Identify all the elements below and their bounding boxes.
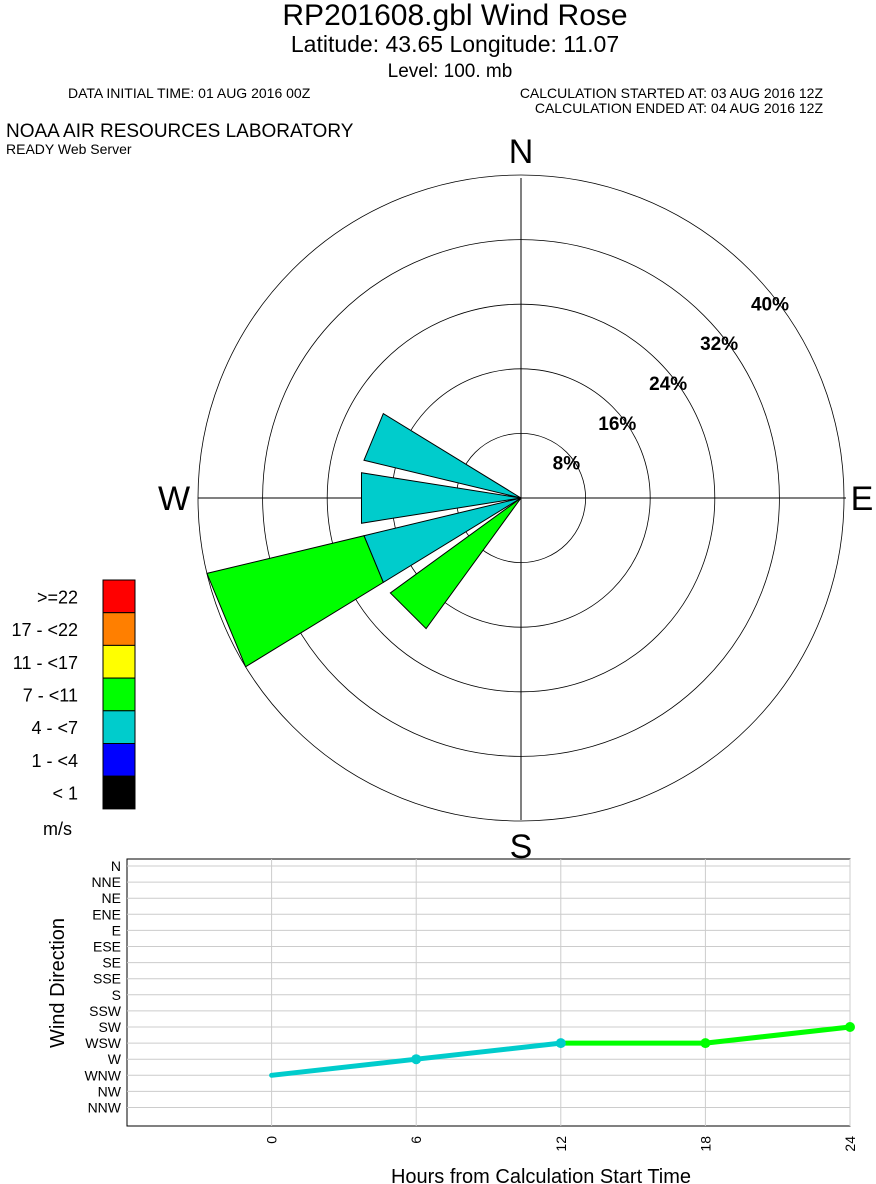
ring-label: 40%: [751, 294, 789, 315]
ring-label: 24%: [649, 374, 687, 395]
y-tick-label: WSW: [85, 1035, 122, 1051]
rose-labels: 8% 16% 24% 32% 40%: [553, 294, 789, 474]
y-tick-label: NNE: [91, 874, 121, 890]
legend-label: < 1: [52, 784, 78, 804]
chart-title: RP201608.gbl Wind Rose: [282, 0, 627, 32]
legend-swatch: [102, 710, 136, 744]
petal-w: [360, 472, 522, 524]
ring-label: 8%: [553, 454, 581, 475]
legend-swatch: [102, 579, 136, 614]
legend-swatch: [102, 775, 136, 810]
series-point: [555, 1038, 566, 1049]
series-segment: [702, 1024, 853, 1046]
y-tick-label: S: [112, 987, 121, 1003]
time-series-line: [269, 1022, 855, 1078]
y-tick-label: ENE: [92, 906, 121, 922]
server-label: READY Web Server: [6, 141, 132, 157]
data-initial-time: DATA INITIAL TIME: 01 AUG 2016 00Z: [68, 85, 311, 101]
series-segment: [269, 1056, 419, 1078]
rose-petals: [206, 412, 522, 668]
x-tick-label: 24: [842, 1136, 858, 1152]
legend-swatch: [102, 743, 136, 777]
x-tick-label: 12: [553, 1136, 569, 1152]
compass-west-label: W: [158, 480, 190, 518]
compass-south-label: S: [510, 828, 533, 866]
legend-swatch: [102, 644, 136, 679]
y-tick-label: E: [112, 922, 121, 938]
legend-unit: m/s: [43, 819, 72, 839]
legend-swatch: [102, 677, 136, 712]
y-tick-label: NNW: [88, 1100, 122, 1116]
compass-east-label: E: [851, 480, 874, 518]
legend-label: 7 - <11: [23, 685, 78, 705]
petal-wnw: [363, 412, 522, 499]
calculation-ended: CALCULATION ENDED AT: 04 AUG 2016 12Z: [535, 100, 824, 116]
x-tick-label: 0: [264, 1136, 280, 1144]
y-tick-label: NE: [102, 890, 121, 906]
y-tick-label: ESE: [93, 939, 121, 955]
org-label: NOAA AIR RESOURCES LABORATORY: [6, 121, 354, 142]
petal-sw: [389, 497, 522, 630]
y-tick-label: SE: [102, 955, 121, 971]
petal-wsw: [206, 535, 384, 668]
series-segment: [413, 1040, 564, 1062]
series-point: [845, 1022, 855, 1032]
y-tick-label: WNW: [84, 1067, 121, 1083]
x-tick-label: 6: [408, 1136, 424, 1144]
compass-north-label: N: [509, 133, 534, 171]
y-tick-label: SSE: [93, 971, 121, 987]
legend-swatch: [102, 612, 136, 646]
time-series-frame: [126, 858, 851, 1127]
y-tick-label: SW: [98, 1019, 121, 1035]
level-label: Level: 100. mb: [388, 61, 513, 82]
x-axis-title: Hours from Calculation Start Time: [391, 1166, 691, 1184]
y-tick-label: N: [111, 858, 121, 874]
y-axis-title: Wind Direction: [47, 918, 69, 1048]
location-label: Latitude: 43.65 Longitude: 11.07: [291, 31, 619, 57]
legend-label: 4 - <7: [31, 718, 78, 738]
legend-label: >=22: [37, 587, 78, 607]
speed-legend: >=22 17 - <22 11 - <17 7 - <11 4 - <7 1 - <4 <…: [11, 579, 136, 810]
ring-label: 32%: [700, 334, 738, 355]
series-point: [700, 1038, 711, 1049]
rose-grid: [197, 174, 846, 822]
legend-label: 17 - <22: [11, 620, 78, 640]
y-tick-label: NW: [98, 1083, 122, 1099]
y-tick-label: SSW: [89, 1003, 122, 1019]
series-point: [411, 1054, 422, 1065]
calculation-started: CALCULATION STARTED AT: 03 AUG 2016 12Z: [520, 85, 824, 101]
legend-label: 11 - <17: [13, 653, 78, 673]
ring-label: 16%: [598, 414, 636, 435]
legend-label: 1 - <4: [31, 751, 78, 771]
y-tick-label: W: [108, 1051, 122, 1067]
x-tick-label: 18: [697, 1136, 713, 1152]
